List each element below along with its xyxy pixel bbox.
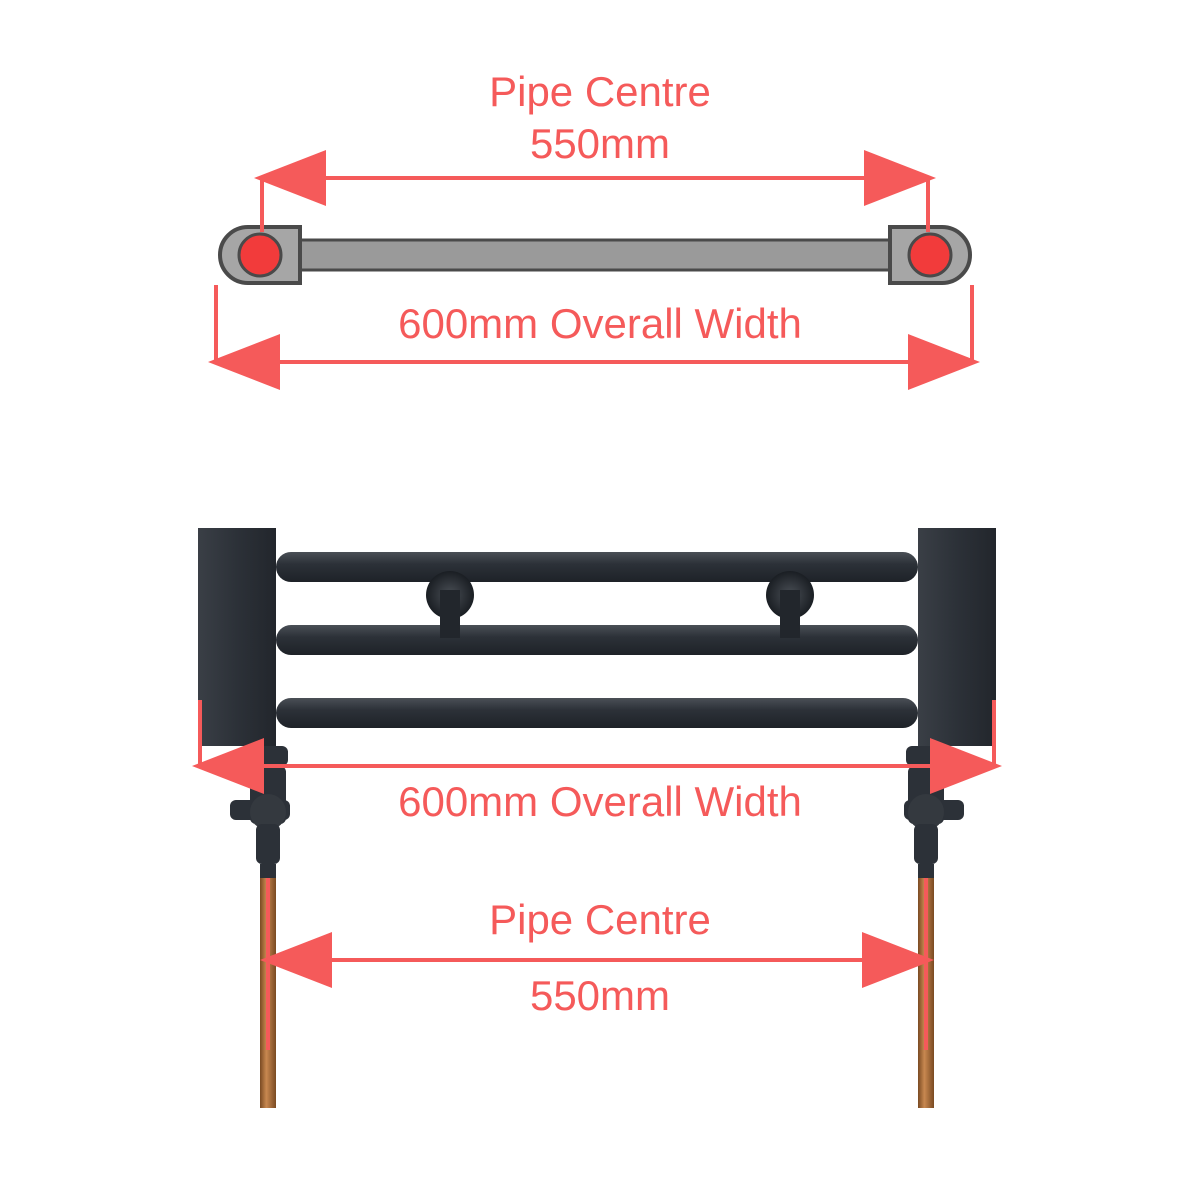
diagram-container: Pipe Centre 550mm 600mm Overall Width 60… — [0, 0, 1200, 1200]
top-view-svg — [0, 0, 1200, 1200]
pipe-dot-left — [239, 234, 281, 276]
front-overall-width-value: 600mm Overall Width — [0, 778, 1200, 826]
top-pipe-centre-value: 550mm — [0, 120, 1200, 168]
front-pipe-centre-label: Pipe Centre — [0, 896, 1200, 944]
front-pipe-centre-value: 550mm — [0, 972, 1200, 1020]
pipe-dot-right — [909, 234, 951, 276]
top-pipe-centre-label: Pipe Centre — [0, 68, 1200, 116]
top-overall-width-value: 600mm Overall Width — [0, 300, 1200, 348]
